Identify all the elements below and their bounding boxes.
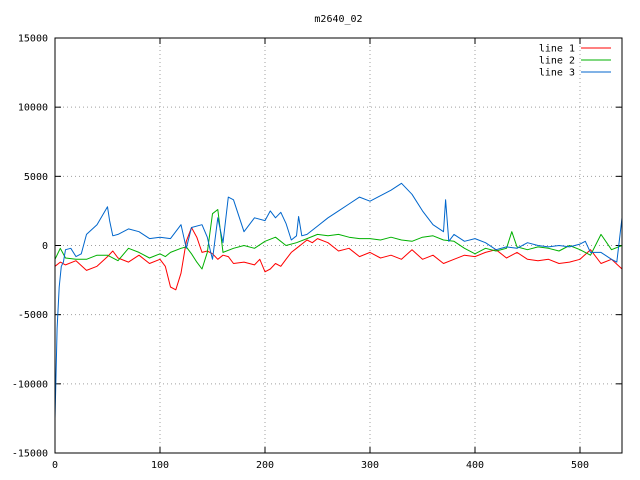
y-tick-label: 5000 — [24, 172, 48, 183]
plot-frame — [54, 37, 623, 454]
y-tick-label: -15000 — [12, 449, 48, 460]
legend-label: line 2 — [539, 56, 575, 67]
legend-label: line 1 — [539, 44, 575, 55]
series-line-2 — [54, 209, 623, 270]
x-tick-label: 0 — [52, 460, 58, 471]
x-tick-label: 500 — [571, 460, 589, 471]
x-tick-label: 300 — [361, 460, 379, 471]
axes: -15000 -10000 -5000 0 5000 10000 15000 0 100 200 3… — [12, 34, 622, 471]
chart-title: m2640_02 — [314, 14, 362, 25]
y-tick-label: -5000 — [18, 310, 48, 321]
y-tick-label: -10000 — [12, 379, 48, 390]
y-tick-label: 0 — [42, 241, 48, 252]
x-tick-label: 200 — [256, 460, 274, 471]
series-line-3 — [54, 182, 623, 419]
grid — [55, 38, 622, 453]
x-tick-label: 100 — [151, 460, 169, 471]
y-tick-label: 15000 — [18, 34, 48, 45]
x-tick-label: 400 — [466, 460, 484, 471]
y-tick-label: 10000 — [18, 103, 48, 114]
series-line-1 — [54, 227, 623, 291]
legend-label: line 3 — [539, 68, 575, 79]
series-group — [54, 182, 623, 419]
